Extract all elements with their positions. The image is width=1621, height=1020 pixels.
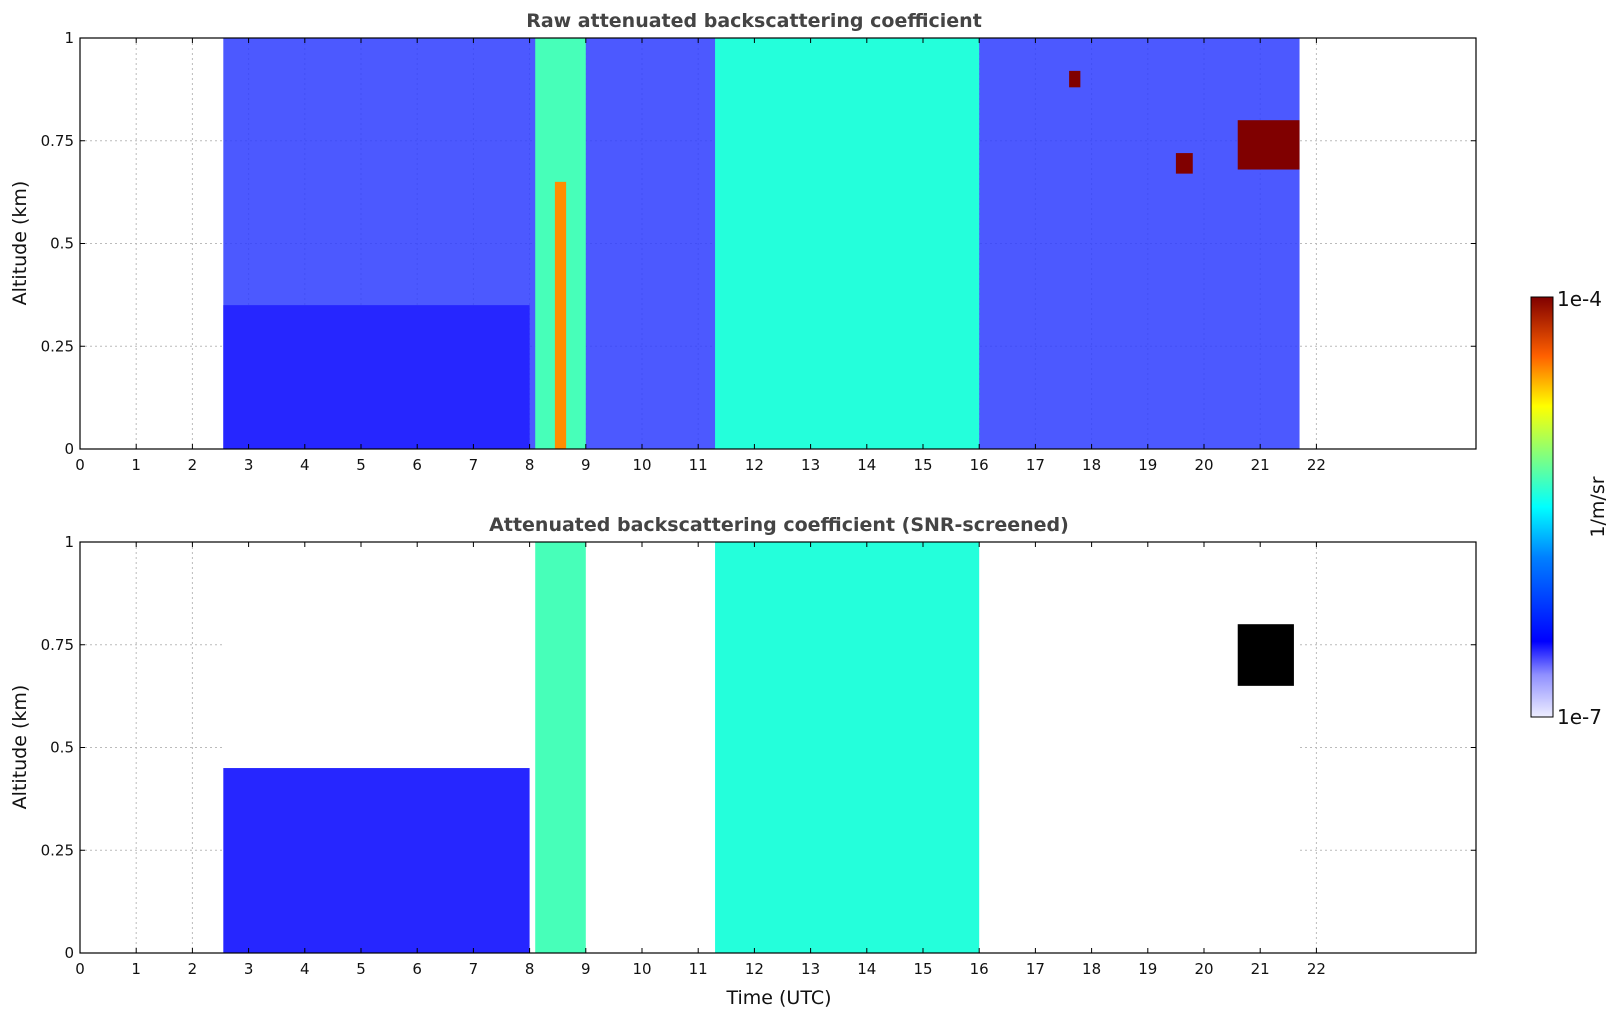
panel-screened: Attenuated backscattering coefficient (S…	[9, 514, 1477, 1009]
x-tick-label: 10	[632, 960, 651, 978]
x-tick-label: 22	[1307, 960, 1326, 978]
y-tick-label: 0.75	[41, 636, 74, 654]
x-tick-label: 13	[801, 960, 820, 978]
x-tick-label: 3	[244, 960, 254, 978]
x-tick-label: 1	[131, 456, 141, 474]
x-tick-label: 22	[1307, 456, 1326, 474]
x-tick-label: 16	[970, 960, 989, 978]
x-tick-label: 13	[801, 456, 820, 474]
x-tick-label: 6	[412, 960, 422, 978]
x-tick-label: 9	[581, 456, 591, 474]
x-tick-label: 18	[1082, 960, 1101, 978]
panel-screened-y-ticks: 0 0.25 0.5 0.75 1	[41, 533, 1476, 962]
x-tick-label: 14	[857, 960, 876, 978]
x-tick-label: 14	[857, 456, 876, 474]
x-tick-label: 16	[970, 456, 989, 474]
x-tick-label: 3	[244, 456, 254, 474]
panel-screened-title: Attenuated backscattering coefficient (S…	[489, 514, 1069, 536]
x-tick-label: 8	[525, 456, 535, 474]
y-tick-label: 1	[64, 533, 74, 551]
x-tick-label: 20	[1194, 456, 1213, 474]
heatmap-feature	[1069, 70, 1081, 88]
x-tick-label: 0	[75, 456, 85, 474]
y-tick-label: 0.5	[50, 739, 74, 757]
x-tick-label: 4	[300, 960, 310, 978]
x-tick-label: 5	[356, 456, 366, 474]
panel-raw-x-ticks: 0 1 2 3 4 5 6 7 8 9 10 11 12 13 14 15 16 17 18 19 20 21 22	[75, 38, 1326, 474]
x-tick-label: 12	[745, 456, 764, 474]
x-tick-label: 6	[412, 456, 422, 474]
colorbar-min-label: 1e-7	[1557, 705, 1602, 729]
panel-screened-heatmap	[223, 542, 1300, 953]
y-tick-label: 0	[64, 440, 74, 458]
heatmap-feature	[1237, 624, 1294, 686]
colorbar-gradient	[1530, 296, 1554, 718]
heatmap-feature	[223, 768, 530, 953]
heatmap-feature	[1237, 120, 1300, 170]
x-tick-label: 11	[689, 960, 708, 978]
x-tick-label: 7	[469, 960, 479, 978]
heatmap-feature	[1175, 153, 1193, 174]
heatmap-feature	[715, 542, 980, 953]
x-tick-label: 18	[1082, 456, 1101, 474]
panel-raw-heatmap	[223, 38, 1300, 449]
panel-screened-x-ticks: 0 1 2 3 4 5 6 7 8 9 10 11 12 13 14 15 16 17 18 19 20 21 22	[75, 542, 1326, 978]
heatmap-feature	[554, 181, 567, 449]
y-tick-label: 0.25	[41, 337, 74, 355]
y-tick-label: 0.75	[41, 132, 74, 150]
x-tick-label: 9	[581, 960, 591, 978]
x-tick-label: 2	[188, 960, 198, 978]
y-tick-label: 0.5	[50, 235, 74, 253]
x-tick-label: 12	[745, 960, 764, 978]
panel-screened-x-axis-label: Time (UTC)	[725, 987, 831, 1009]
x-tick-label: 19	[1138, 960, 1157, 978]
colorbar: 1e-4 1e-7 1/m/sr	[1530, 287, 1609, 729]
x-tick-label: 15	[913, 960, 932, 978]
panel-raw: Raw attenuated backscattering coefficien…	[9, 10, 1477, 474]
x-tick-label: 11	[689, 456, 708, 474]
x-tick-label: 7	[469, 456, 479, 474]
x-tick-label: 15	[913, 456, 932, 474]
x-tick-label: 4	[300, 456, 310, 474]
heatmap-feature	[535, 542, 586, 953]
x-tick-label: 0	[75, 960, 85, 978]
colorbar-unit-label: 1/m/sr	[1587, 476, 1609, 537]
x-tick-label: 21	[1251, 456, 1270, 474]
x-tick-label: 17	[1026, 960, 1045, 978]
x-tick-label: 5	[356, 960, 366, 978]
panel-raw-y-axis-label: Altitude (km)	[9, 181, 31, 306]
x-tick-label: 2	[188, 456, 198, 474]
y-tick-label: 0.25	[41, 841, 74, 859]
x-tick-label: 19	[1138, 456, 1157, 474]
colorbar-max-label: 1e-4	[1557, 287, 1602, 311]
heatmap-feature	[715, 38, 980, 449]
x-tick-label: 8	[525, 960, 535, 978]
y-tick-label: 1	[64, 29, 74, 47]
x-tick-label: 21	[1251, 960, 1270, 978]
panel-raw-title: Raw attenuated backscattering coefficien…	[526, 10, 982, 32]
y-tick-label: 0	[64, 944, 74, 962]
heatmap-feature	[223, 305, 530, 449]
x-tick-label: 10	[632, 456, 651, 474]
x-tick-label: 20	[1194, 960, 1213, 978]
panel-screened-y-axis-label: Altitude (km)	[9, 685, 31, 810]
x-tick-label: 17	[1026, 456, 1045, 474]
x-tick-label: 1	[131, 960, 141, 978]
panel-raw-y-ticks: 0 0.25 0.5 0.75 1	[41, 29, 1476, 458]
